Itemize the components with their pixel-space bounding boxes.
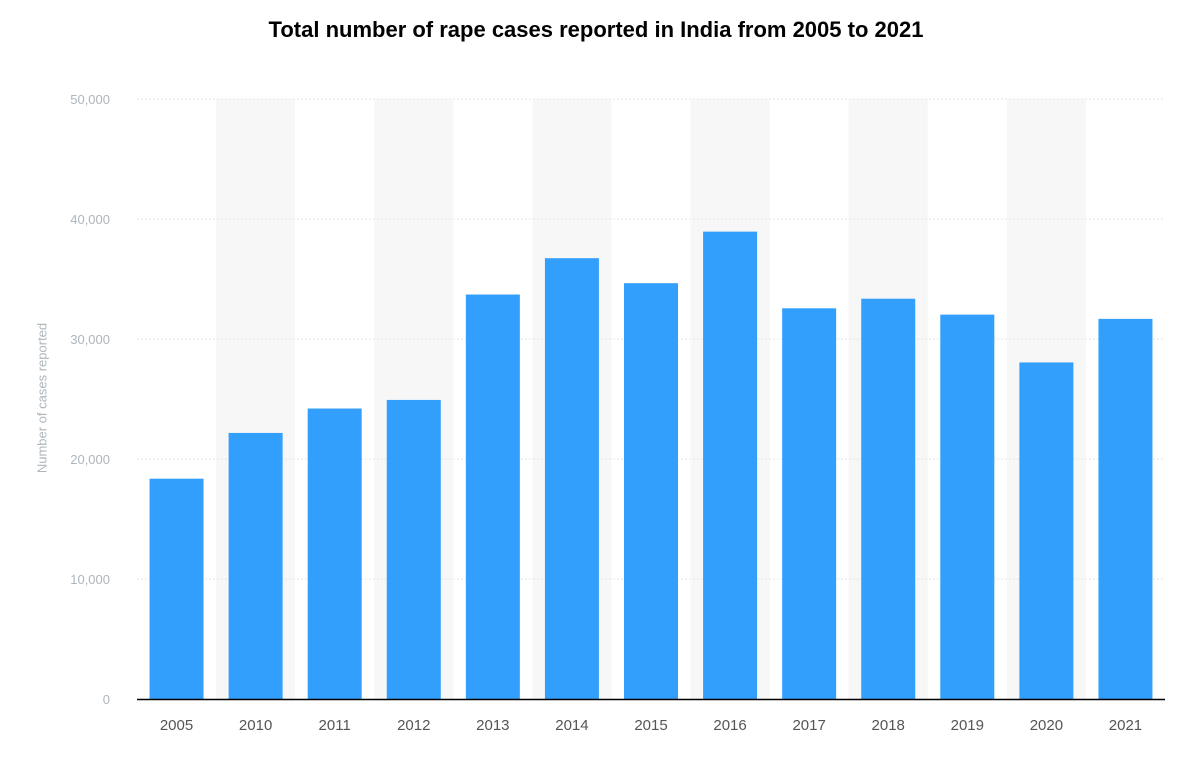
chart-title: Total number of rape cases reported in I… xyxy=(268,17,924,42)
y-tick-label: 50,000 xyxy=(70,92,110,107)
y-tick-label: 10,000 xyxy=(70,572,110,587)
bar-2014[interactable] xyxy=(544,258,599,699)
x-tick-label: 2010 xyxy=(239,717,272,734)
bar-2012[interactable] xyxy=(386,399,441,699)
bar-2013[interactable] xyxy=(465,294,520,699)
bar-2005[interactable] xyxy=(149,478,204,699)
x-tick-label: 2018 xyxy=(872,717,905,734)
bars xyxy=(149,231,1153,700)
y-tick-label: 0 xyxy=(103,692,110,707)
bar-2015[interactable] xyxy=(624,283,678,699)
x-tick-label: 2012 xyxy=(397,717,430,734)
x-tick-label: 2021 xyxy=(1109,717,1142,734)
bar-2019[interactable] xyxy=(940,314,995,699)
x-tick-label: 2016 xyxy=(713,717,746,734)
x-tick-label: 2019 xyxy=(951,717,984,734)
bar-2016[interactable] xyxy=(703,231,758,700)
bar-2017[interactable] xyxy=(782,308,837,699)
x-tick-label: 2020 xyxy=(1030,717,1063,734)
y-tick-label: 30,000 xyxy=(70,332,110,347)
y-tick-labels: 0 10,000 20,000 30,000 40,000 50,000 xyxy=(70,92,110,707)
x-tick-label: 2005 xyxy=(160,717,193,734)
x-tick-label: 2011 xyxy=(319,717,351,734)
y-tick-label: 40,000 xyxy=(70,212,110,227)
bar-2020[interactable] xyxy=(1019,362,1074,699)
x-tick-label: 2013 xyxy=(476,717,509,734)
y-axis-label: Number of cases reported xyxy=(34,322,50,474)
bar-2010[interactable] xyxy=(228,432,283,699)
x-tick-labels: 2005 2010 2011 2012 2013 2014 2015 2016 2017 2018… xyxy=(160,717,1142,734)
x-tick-label: 2014 xyxy=(555,717,588,734)
y-tick-label: 20,000 xyxy=(70,452,110,467)
bar-2021[interactable] xyxy=(1098,318,1153,699)
x-tick-label: 2017 xyxy=(792,717,825,734)
x-tick-label: 2015 xyxy=(634,717,667,734)
bar-2018[interactable] xyxy=(861,298,916,699)
bar-2011[interactable] xyxy=(307,408,362,699)
